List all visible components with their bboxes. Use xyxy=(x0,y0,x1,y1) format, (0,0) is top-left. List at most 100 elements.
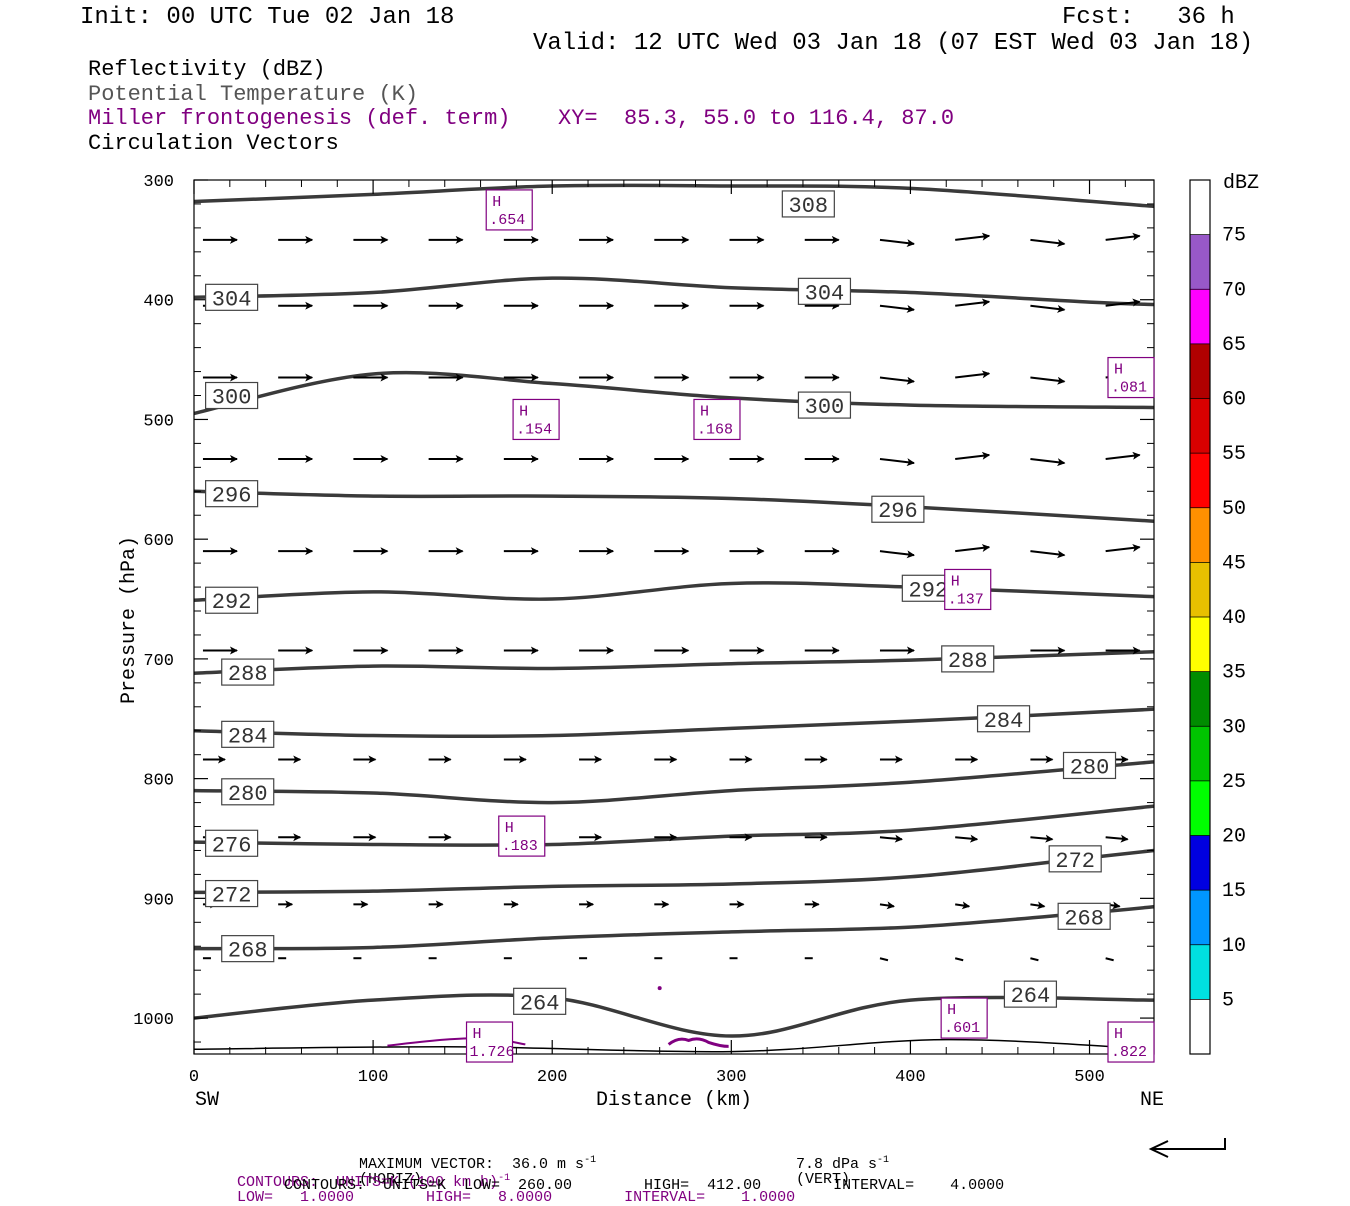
circulation-vector xyxy=(879,834,903,843)
theta-label: 296 xyxy=(212,484,252,509)
colorbar-level: 65 xyxy=(1222,334,1246,357)
colorbar-level: 15 xyxy=(1222,880,1246,903)
colorbar-swatch xyxy=(1190,507,1210,563)
x-tick-label: 200 xyxy=(537,1068,568,1087)
max-vector-vert-note: 7.8 dPa s-1 (VERT) xyxy=(778,1141,890,1188)
theta-label: 268 xyxy=(228,939,268,964)
theta-label-box xyxy=(797,277,852,305)
theta-contour-280 xyxy=(193,760,1155,805)
circulation-vector xyxy=(1105,232,1141,241)
x-tick-label: 300 xyxy=(716,1068,747,1087)
max-vector-vert: 7.8 dPa s xyxy=(796,1156,878,1173)
fronto-max-value: .137 xyxy=(948,591,984,608)
theta-label-box xyxy=(221,935,275,963)
theta-label: 304 xyxy=(212,287,252,312)
y-tick-label: 800 xyxy=(143,772,174,791)
cross-section-endpoints: XY= 85.3, 55.0 to 116.4, 87.0 xyxy=(558,106,955,131)
colorbar-level: 40 xyxy=(1222,607,1246,630)
circulation-vector xyxy=(879,376,915,385)
theta-contour-304 xyxy=(193,276,1155,307)
fronto-max-marker: H xyxy=(700,403,709,420)
reference-vector-arrowhead xyxy=(1148,1140,1169,1158)
fronto-max-marker: H xyxy=(505,820,514,837)
fronto-max-value: .168 xyxy=(697,421,733,438)
theta-label: 308 xyxy=(789,194,829,219)
colorbar-level: 10 xyxy=(1222,935,1246,958)
fronto-max-value: .822 xyxy=(1111,1044,1147,1061)
x-tick-label: 500 xyxy=(1074,1068,1105,1087)
circulation-vector xyxy=(955,834,979,843)
field-reflectivity: Reflectivity (dBZ) xyxy=(88,57,326,82)
fronto-max-box xyxy=(485,189,533,231)
y-tick-label: 400 xyxy=(143,293,174,312)
fronto-units-exp: -1 xyxy=(498,1173,511,1184)
circulation-vector xyxy=(879,457,915,467)
theta-label-box xyxy=(941,645,995,673)
fronto-max-marker: H xyxy=(947,1002,956,1019)
init-time: Init: 00 UTC Tue 02 Jan 18 xyxy=(80,4,455,31)
theta-label: 264 xyxy=(520,991,560,1016)
theta-label-box xyxy=(221,778,275,806)
y-tick-label: 1000 xyxy=(133,1011,174,1030)
theta-contour-note: CONTOURS: UNITS=K LOW= 260.00 HIGH= 412.… xyxy=(284,1177,1005,1194)
circulation-vector xyxy=(879,550,915,559)
theta-label: 288 xyxy=(948,649,988,674)
valid-time: Valid: 12 UTC Wed 03 Jan 18 (07 EST Wed … xyxy=(533,30,1254,57)
colorbar-level: 55 xyxy=(1222,443,1246,466)
colorbar-level: 75 xyxy=(1222,225,1246,248)
theta-label: 276 xyxy=(212,833,252,858)
plot-frame xyxy=(193,179,1155,1055)
circulation-vector xyxy=(1030,901,1046,910)
field-vectors: Circulation Vectors xyxy=(88,131,339,156)
circulation-vector xyxy=(1030,304,1066,313)
max-vector-vert-tag: (VERT) xyxy=(796,1171,851,1188)
circulation-vector xyxy=(879,304,915,313)
fronto-max-marker: H xyxy=(519,403,528,420)
colorbar-swatch xyxy=(1190,562,1210,617)
colorbar-swatch xyxy=(1190,944,1210,1000)
circulation-vector xyxy=(879,957,889,962)
fronto-max-marker: H xyxy=(492,194,501,211)
theta-label-box xyxy=(871,495,925,523)
circulation-vector xyxy=(1105,543,1141,553)
surface-line xyxy=(193,1038,1155,1053)
theta-label: 300 xyxy=(805,395,845,420)
theta-label: 284 xyxy=(984,709,1024,734)
colorbar-title: dBZ xyxy=(1223,172,1259,195)
colorbar-level: 25 xyxy=(1222,771,1246,794)
colorbar-level: 60 xyxy=(1222,389,1246,412)
colorbar-swatch xyxy=(1190,835,1210,891)
x-tick-label: 0 xyxy=(189,1068,199,1087)
circulation-vector xyxy=(879,238,915,248)
max-vector-vert-exp: -1 xyxy=(877,1155,890,1166)
y-axis-label: Pressure (hPa) xyxy=(118,536,141,704)
colorbar-level: 45 xyxy=(1222,552,1246,575)
theta-contour-308 xyxy=(193,183,1155,209)
y-tick-label: 500 xyxy=(143,412,174,431)
theta-label-box xyxy=(205,381,259,410)
colorbar-swatch xyxy=(1190,671,1210,727)
colorbar-swatch xyxy=(1190,453,1210,508)
circulation-vector xyxy=(1030,957,1039,962)
fronto-max-box xyxy=(1107,356,1155,399)
theta-contour-292 xyxy=(193,581,1155,602)
max-vector-horiz-tag: (HORIZ) xyxy=(359,1171,423,1188)
theta-label-box xyxy=(205,829,259,857)
theta-label: 296 xyxy=(878,499,918,524)
circulation-vector xyxy=(1030,376,1066,385)
theta-label-box xyxy=(976,705,1031,733)
fronto-max-value: 1.726 xyxy=(470,1044,515,1061)
circulation-vector xyxy=(1105,957,1114,962)
fronto-max-box xyxy=(940,997,988,1039)
y-tick-label: 300 xyxy=(143,173,174,192)
theta-label-box xyxy=(205,879,259,908)
circulation-vector xyxy=(955,232,991,241)
fronto-max-box xyxy=(693,398,741,441)
theta-contour-284 xyxy=(193,707,1155,739)
fronto-contour xyxy=(657,986,662,991)
circulation-vector xyxy=(1030,457,1066,467)
theta-label-box xyxy=(221,658,275,686)
theta-label: 292 xyxy=(212,590,252,615)
colorbar-level: 35 xyxy=(1222,662,1246,685)
colorbar-level: 20 xyxy=(1222,826,1246,849)
